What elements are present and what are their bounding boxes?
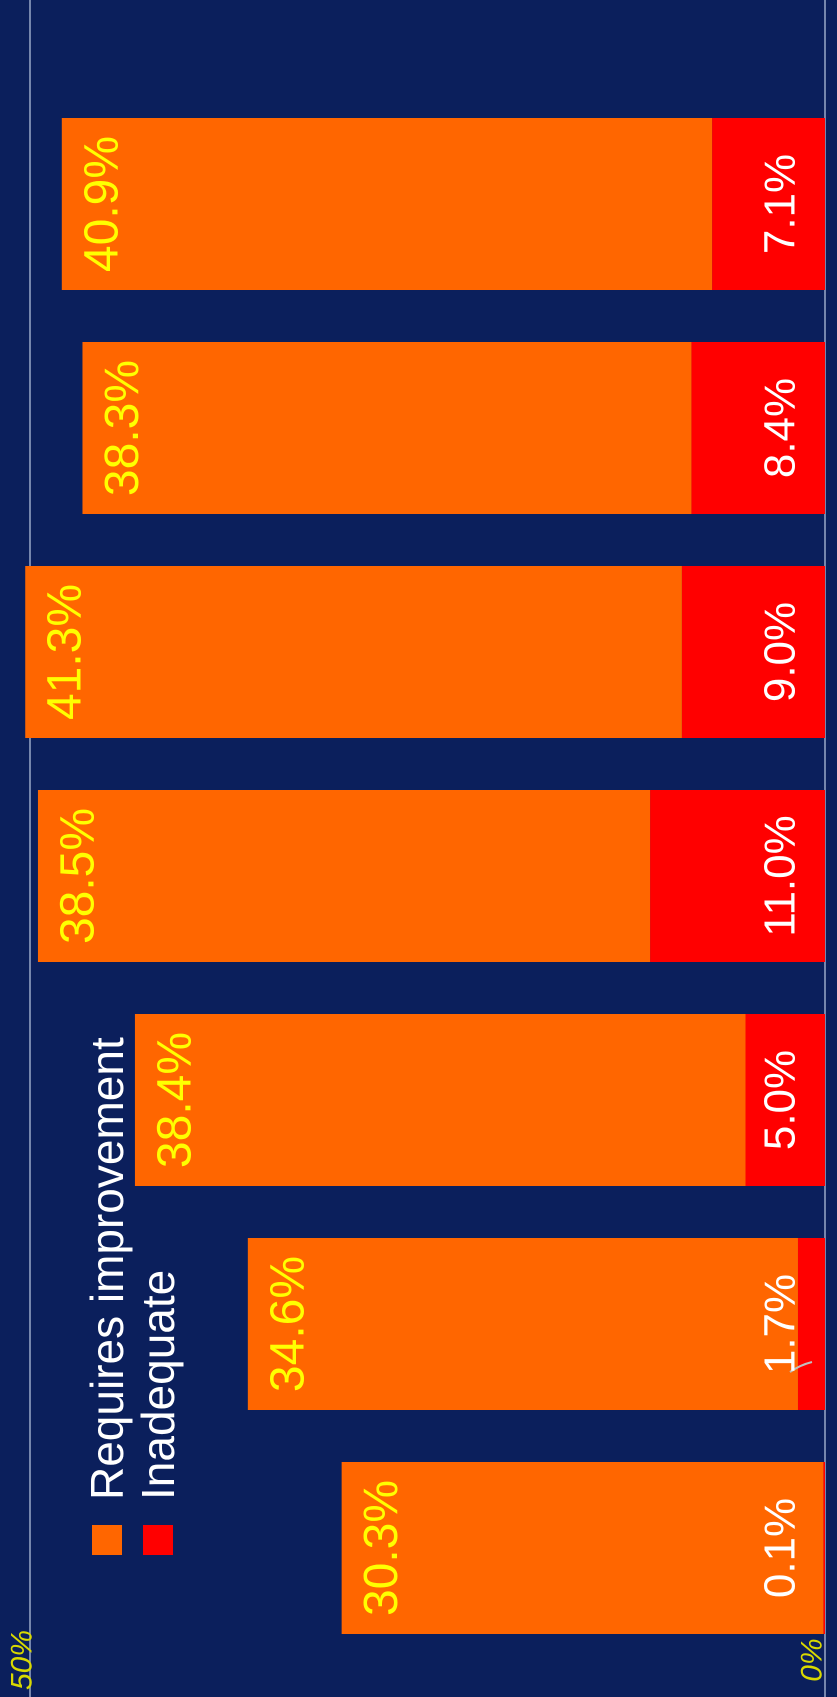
bar-requires-improvement-6 bbox=[61, 118, 713, 290]
bar-inadequate-0 bbox=[823, 1462, 825, 1634]
bar-requires-improvement-2 bbox=[134, 1014, 746, 1186]
label-inadequate-2: 5.0% bbox=[756, 1050, 805, 1150]
label-requires-improvement-1: 34.6% bbox=[261, 1256, 314, 1392]
bar-requires-improvement-3 bbox=[37, 790, 651, 962]
label-requires-improvement-3: 38.5% bbox=[51, 808, 104, 944]
label-inadequate-3: 11.0% bbox=[756, 815, 805, 937]
bar-requires-improvement-4 bbox=[25, 566, 682, 738]
leader-line-0 bbox=[789, 1361, 813, 1373]
bar-requires-improvement-0 bbox=[341, 1462, 824, 1634]
bar-requires-improvement-1 bbox=[247, 1238, 798, 1410]
label-requires-improvement-5: 38.3% bbox=[96, 360, 149, 496]
bar-inadequate-1 bbox=[797, 1238, 825, 1410]
bar-inadequate-3 bbox=[650, 790, 825, 962]
label-requires-improvement-6: 40.9% bbox=[75, 136, 128, 272]
tick-labels: 0% 50% bbox=[6, 1630, 829, 1690]
bar-inadequate-4 bbox=[681, 566, 825, 738]
label-inadequate-6: 7.1% bbox=[756, 154, 805, 254]
legend-swatch-requires-improvement bbox=[92, 1525, 122, 1555]
bar-inadequate-6 bbox=[712, 118, 825, 290]
label-requires-improvement-2: 38.4% bbox=[148, 1032, 201, 1168]
label-requires-improvement-4: 41.3% bbox=[39, 584, 92, 720]
data-labels: 0.1% 30.3% 1.7% 34.6% 5.0% 38.4% 11.0% 38.5% 9.0… bbox=[39, 136, 805, 1616]
legend: Requires improvement Inadequate bbox=[81, 1037, 184, 1555]
tick-label-0: 0% bbox=[796, 1638, 829, 1681]
legend-label-inadequate: Inadequate bbox=[132, 1270, 184, 1500]
legend-swatch-inadequate bbox=[143, 1525, 173, 1555]
bar-inadequate-2 bbox=[745, 1014, 825, 1186]
label-inadequate-4: 9.0% bbox=[756, 602, 805, 702]
bar-inadequate-5 bbox=[691, 342, 825, 514]
label-inadequate-1: 1.7% bbox=[756, 1274, 805, 1374]
bar-requires-improvement-5 bbox=[82, 342, 692, 514]
tick-label-1: 50% bbox=[6, 1630, 39, 1690]
label-inadequate-5: 8.4% bbox=[756, 378, 805, 478]
legend-label-requires-improvement: Requires improvement bbox=[81, 1037, 133, 1500]
bars bbox=[25, 118, 825, 1634]
label-requires-improvement-0: 30.3% bbox=[355, 1480, 408, 1616]
label-inadequate-0: 0.1% bbox=[756, 1498, 805, 1598]
